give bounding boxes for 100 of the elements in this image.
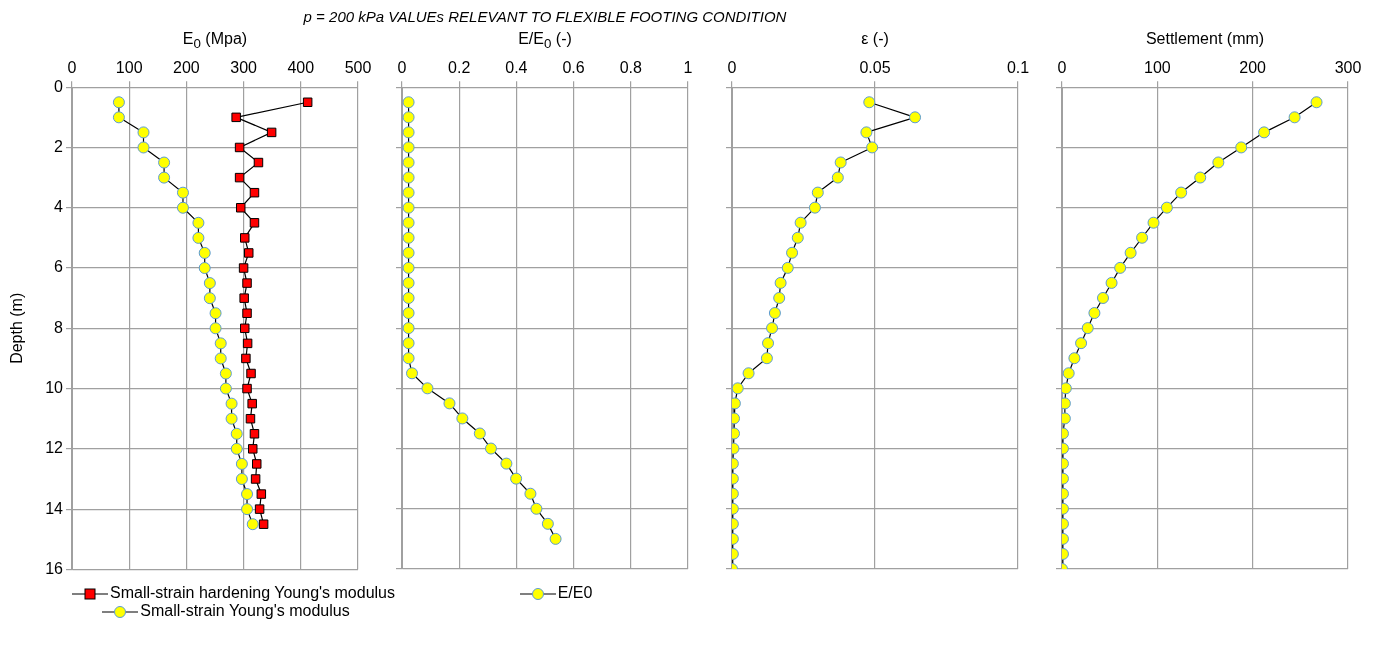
y-tick-label: 2 (54, 137, 64, 155)
point (137, 126, 150, 139)
point (176, 201, 189, 214)
point (402, 307, 415, 320)
point (768, 307, 781, 320)
point (1147, 216, 1160, 229)
point (421, 382, 434, 395)
y-axis-title: Depth (m) (8, 292, 26, 364)
point (541, 517, 554, 530)
point (240, 233, 250, 243)
point (1088, 307, 1101, 320)
point (230, 442, 243, 455)
point (1288, 111, 1301, 124)
point (402, 126, 415, 139)
point (1235, 141, 1248, 154)
point (1081, 322, 1094, 335)
x-tick-label: 500 (344, 59, 372, 77)
point (225, 412, 238, 425)
point (246, 518, 259, 531)
point (249, 187, 260, 198)
x-tick-label: 0 (727, 59, 737, 77)
point (236, 203, 246, 213)
point (794, 216, 807, 229)
point (1175, 186, 1188, 199)
point (240, 323, 250, 334)
legend-label: E/E0 (556, 584, 594, 602)
y-tick-label: 10 (45, 378, 64, 396)
point (530, 502, 543, 515)
point (834, 156, 847, 169)
x-tick-label: 100 (1143, 59, 1171, 77)
x-tick-label: 200 (173, 59, 200, 77)
point (773, 291, 786, 304)
point (250, 474, 261, 484)
point (402, 322, 415, 335)
y-tick-label: 12 (45, 439, 64, 457)
point (247, 398, 257, 409)
y-tick-label: 0 (54, 77, 64, 95)
point (203, 292, 216, 305)
point (774, 276, 787, 289)
point (235, 472, 248, 485)
point (231, 112, 241, 123)
point (112, 111, 125, 124)
point (219, 367, 232, 380)
x-axis-title: E/E$_{0}$ (-) (517, 30, 573, 52)
point (1096, 291, 1109, 304)
point (402, 352, 415, 365)
legend-label: Small-strain hardening Young's modulus (109, 584, 396, 602)
point (860, 126, 873, 139)
point (244, 248, 254, 258)
point (302, 97, 313, 108)
point (1105, 276, 1118, 289)
point (811, 186, 824, 199)
chart-title: p = 200 kPa VALUEs RELEVANT TO FLEXIBLE FOOTING CONDITION (303, 8, 787, 25)
point (831, 171, 844, 184)
point (402, 261, 415, 274)
point (402, 156, 415, 169)
point (242, 383, 252, 394)
x-tick-label: 400 (287, 59, 315, 77)
legend-label: Small-strain Young's modulus (139, 602, 351, 620)
point (258, 519, 269, 529)
point (242, 338, 253, 349)
x-axis-title: Settlement (mm) (1144, 30, 1266, 49)
point (402, 276, 415, 289)
point (402, 291, 415, 304)
point (1160, 201, 1173, 214)
point (238, 263, 249, 273)
point (760, 352, 773, 365)
x-tick-label: 0.2 (448, 59, 471, 77)
y-tick-label: 16 (45, 559, 64, 577)
point (256, 489, 267, 499)
point (203, 277, 216, 290)
x-tick-label: 0.4 (505, 59, 528, 77)
point (242, 308, 252, 318)
x-tick-label: 1 (683, 59, 693, 77)
point (137, 141, 150, 154)
point (766, 322, 779, 335)
x-axis-title: E$_{0}$ (Mpa) (181, 30, 249, 52)
point (198, 262, 211, 275)
point (266, 127, 277, 138)
point (249, 218, 260, 228)
point (245, 413, 256, 424)
x-tick-label: 0.8 (619, 59, 643, 77)
point (1124, 246, 1137, 259)
point (484, 442, 497, 455)
point (402, 186, 415, 199)
point (402, 246, 415, 259)
point (402, 231, 415, 244)
point (742, 367, 755, 380)
point (732, 382, 744, 395)
point (402, 216, 415, 229)
point (406, 367, 419, 380)
point (473, 427, 486, 440)
x-tick-label: 0 (67, 59, 77, 77)
point (239, 293, 249, 303)
point (1194, 171, 1207, 184)
x-tick-label: 0 (1057, 59, 1067, 77)
point (500, 457, 513, 470)
point (1136, 231, 1149, 244)
point (234, 172, 245, 183)
point (786, 246, 799, 259)
